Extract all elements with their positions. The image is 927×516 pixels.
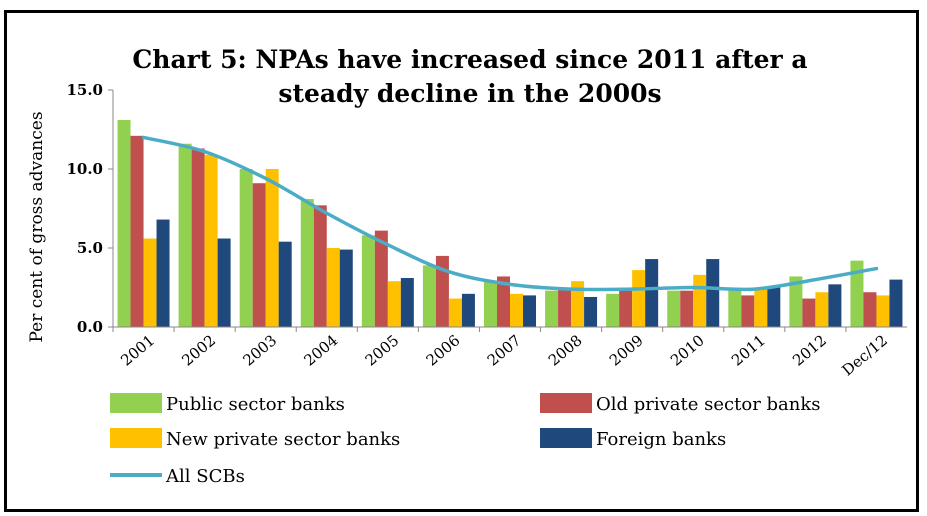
x-tick-label: 2010 [667,331,708,369]
bar-1-7 [558,289,572,327]
x-tick-label: 2002 [178,331,219,369]
bar-3-12 [889,279,903,327]
bar-2-8 [632,270,646,327]
bar-2-0 [143,238,157,327]
bar-0-11 [789,276,803,327]
y-tick-label: 10.0 [66,160,103,178]
bar-1-10 [741,295,755,327]
bar-2-11 [815,292,829,327]
bar-1-2 [252,183,266,327]
legend-label-3: Foreign banks [596,429,726,450]
bar-0-10 [728,287,742,327]
y-tick-label: 5.0 [77,239,103,257]
y-tick-label: 15.0 [66,81,103,99]
bar-2-5 [448,298,462,327]
bar-3-1 [217,238,231,327]
chart-title-line-1: Chart 5: NPAs have increased since 2011 … [132,45,807,74]
bar-1-1 [191,148,205,327]
y-tick-label: 0.0 [77,318,103,336]
bar-2-9 [693,274,707,327]
bar-1-8 [619,289,633,327]
x-tick-label: Dec/12 [839,331,892,379]
bar-1-3 [313,205,327,327]
x-tick-label: 2001 [117,331,158,369]
bar-2-7 [571,281,585,327]
legend-swatch-3 [540,428,592,448]
bar-0-1 [178,143,192,327]
bar-0-7 [545,290,559,327]
bar-1-6 [497,276,510,327]
bar-0-2 [239,169,253,327]
legend-swatch-0 [110,393,162,413]
bar-0-5 [422,265,436,327]
bar-3-3 [339,249,353,327]
bar-2-12 [876,295,890,327]
bar-2-1 [204,154,218,327]
legend-label-0: Public sector banks [166,394,345,415]
bar-3-9 [706,259,720,327]
bar-3-11 [828,284,842,327]
bar-2-10 [754,287,768,327]
legend-label-line: All SCBs [165,466,245,487]
bar-1-11 [802,298,816,327]
bar-1-5 [435,255,449,327]
x-tick-label: 2006 [423,331,464,369]
bar-0-8 [606,293,620,327]
x-tick-label: 2011 [728,331,769,369]
legend-swatch-1 [540,393,592,413]
legend-swatch-2 [110,428,162,448]
y-axis-label: Per cent of gross advances [27,111,47,342]
bar-2-6 [510,293,523,327]
chart-frame [4,10,919,512]
bar-1-12 [863,292,877,327]
all-scbs-line [141,135,879,292]
bar-0-9 [667,290,681,327]
bar-0-6 [484,281,497,327]
plot-area: 0.0 5.0 10.0 15.0 2001 2002 2003 2004 2005 2006 20… [66,81,907,379]
x-tick-label: 2012 [789,331,830,369]
bar-0-0 [117,120,131,328]
bar-3-7 [584,296,598,327]
bar-2-3 [326,248,340,327]
legend-label-2: New private sector banks [166,429,400,450]
x-tick-label: 2004 [301,331,342,369]
bar-3-10 [767,287,781,327]
x-tick-label: 2005 [362,331,403,369]
bar-3-0 [156,219,170,327]
bar-3-4 [400,278,414,327]
bar-0-4 [361,235,375,327]
bar-2-2 [265,169,279,327]
bar-3-6 [523,295,536,327]
bar-3-5 [461,293,475,327]
bar-2-4 [387,281,401,327]
bar-3-2 [278,241,292,327]
legend: Public sector banks Old private sector ba… [110,393,821,487]
bar-0-3 [300,199,314,327]
bar-1-9 [680,290,694,327]
bar-1-0 [130,135,144,327]
chart-title-line-2: steady decline in the 2000s [278,79,661,108]
legend-label-1: Old private sector banks [596,394,821,415]
x-tick-label: 2009 [606,331,647,369]
x-tick-label: 2003 [239,331,280,369]
x-tick-label: 2007 [484,331,525,369]
x-tick-label: 2008 [545,331,586,369]
bar-3-8 [645,259,659,327]
bar-0-12 [850,260,864,327]
bar-1-4 [374,230,388,327]
